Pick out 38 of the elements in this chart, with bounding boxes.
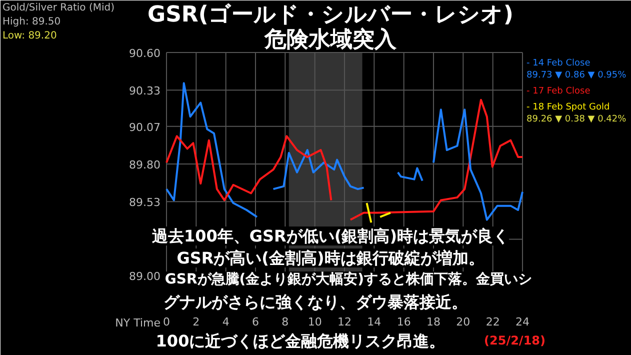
- x-tick-label: 2: [192, 316, 200, 328]
- text: 100に近づくほど金融危機リスク昂進。: [156, 332, 446, 350]
- chart-subtitle: 危険水域突入: [264, 26, 398, 52]
- annotation: GSRが急騰(金より銀が大幅安)すると株価下落。金買いシ: [164, 270, 532, 288]
- y-tick-label: 90.33: [129, 84, 161, 98]
- x-tick-label: 10: [308, 316, 322, 328]
- y-tick-label: 90.60: [129, 47, 161, 60]
- text: - 17 Feb Close: [526, 86, 591, 96]
- x-tick-label: 22: [486, 316, 500, 328]
- text: (25/2/18): [484, 334, 546, 348]
- line-series: [396, 167, 424, 182]
- annotation: GSRが高い(金割高)時は銀行破綻が増加。: [176, 248, 484, 268]
- annotation: 過去100年、GSRが低い(銀割高)時は景気が良く: [151, 226, 509, 246]
- y-tick-label: 89.53: [129, 196, 161, 210]
- x-tick-label: 20: [456, 316, 470, 328]
- text: High: 89.50: [2, 16, 61, 28]
- y-tick-label: 90.07: [129, 120, 161, 134]
- x-tick-label: 0: [163, 316, 170, 328]
- text: - 14 Feb Close: [526, 58, 591, 68]
- x-tick-label: 18: [426, 316, 440, 328]
- x-tick-label: 6: [252, 316, 259, 328]
- x-axis-title: NY Time: [115, 316, 161, 330]
- x-tick-label: 8: [282, 316, 289, 328]
- x-tick-label: 16: [396, 316, 411, 328]
- text: Low: 89.20: [2, 30, 57, 42]
- text: グナルがさらに強くなり、ダウ暴落接近。: [164, 292, 468, 312]
- y-tick-label: 89.80: [129, 158, 161, 172]
- x-tick-label: 24: [516, 316, 530, 328]
- text: - 18 Feb Spot Gold: [526, 102, 610, 112]
- text: 89.73 ▼ 0.86 ▼ 0.95%: [526, 70, 627, 80]
- line-series: [432, 108, 524, 221]
- y-tick-label: 89.00: [129, 270, 161, 283]
- x-tick-label: 4: [222, 316, 230, 328]
- chart-title: GSR(ゴールド・シルバー・レシオ): [148, 2, 514, 28]
- x-tick-label: 12: [338, 316, 352, 328]
- text: Gold/Silver Ratio (Mid): [2, 2, 115, 14]
- x-tick-label: 14: [367, 316, 382, 328]
- text: 89.26 ▼ 0.38 ▼ 0.42%: [526, 114, 627, 124]
